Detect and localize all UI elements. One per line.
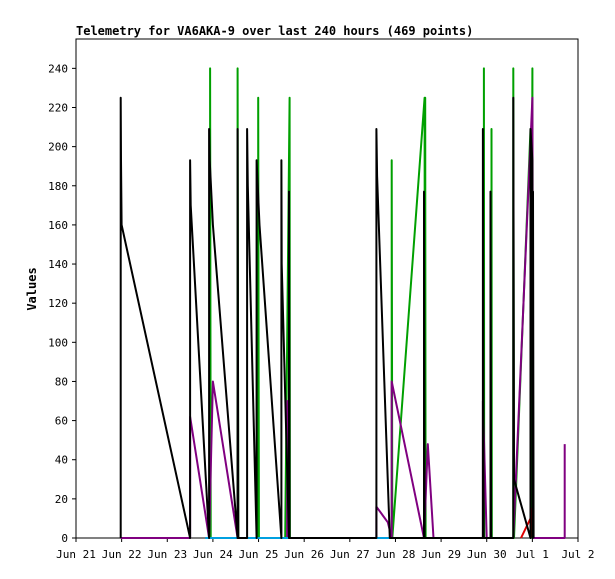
- x-tick-label: Jun 29: [421, 548, 461, 561]
- x-axis: Jun 21 Jun 22 Jun 23 Jun 24 Jun 25 Jun 26 Jun …: [56, 538, 595, 561]
- y-tick-label: 0: [61, 532, 68, 545]
- y-tick-label: 20: [55, 493, 68, 506]
- x-tick-label: Jun 24: [193, 548, 233, 561]
- y-tick-label: 40: [55, 454, 68, 467]
- y-tick-label: 240: [48, 62, 68, 75]
- y-tick-label: 60: [55, 415, 68, 428]
- x-tick-label: Jul 1: [516, 548, 549, 561]
- x-tick-label: Jul 2: [561, 548, 594, 561]
- y-tick-label: 100: [48, 336, 68, 349]
- x-tick-label: Jun 23: [147, 548, 187, 561]
- x-tick-label: Jun 30: [467, 548, 507, 561]
- x-tick-label: Jun 21: [56, 548, 96, 561]
- series-line-5: [119, 96, 535, 539]
- y-tick-label: 120: [48, 297, 68, 310]
- y-axis: 0 20 40 60 80 100 120 140 160 180 200 220 240: [48, 62, 76, 545]
- y-tick-label: 200: [48, 141, 68, 154]
- y-tick-label: 80: [55, 375, 68, 388]
- y-tick-label: 160: [48, 219, 68, 232]
- chart-title: Telemetry for VA6AKA-9 over last 240 hou…: [76, 24, 473, 38]
- x-tick-label: Jun 26: [284, 548, 324, 561]
- y-tick-label: 220: [48, 101, 68, 114]
- y-tick-label: 140: [48, 258, 68, 271]
- y-tick-label: 180: [48, 180, 68, 193]
- x-tick-label: Jun 28: [376, 548, 416, 561]
- x-tick-label: Jun 22: [102, 548, 142, 561]
- series-line-2: [120, 96, 566, 539]
- series-layer: [119, 67, 566, 539]
- plot-frame: [75, 38, 579, 539]
- x-tick-label: Jun 25: [239, 548, 279, 561]
- y-axis-label: Values: [25, 267, 39, 310]
- x-tick-label: Jun 27: [330, 548, 370, 561]
